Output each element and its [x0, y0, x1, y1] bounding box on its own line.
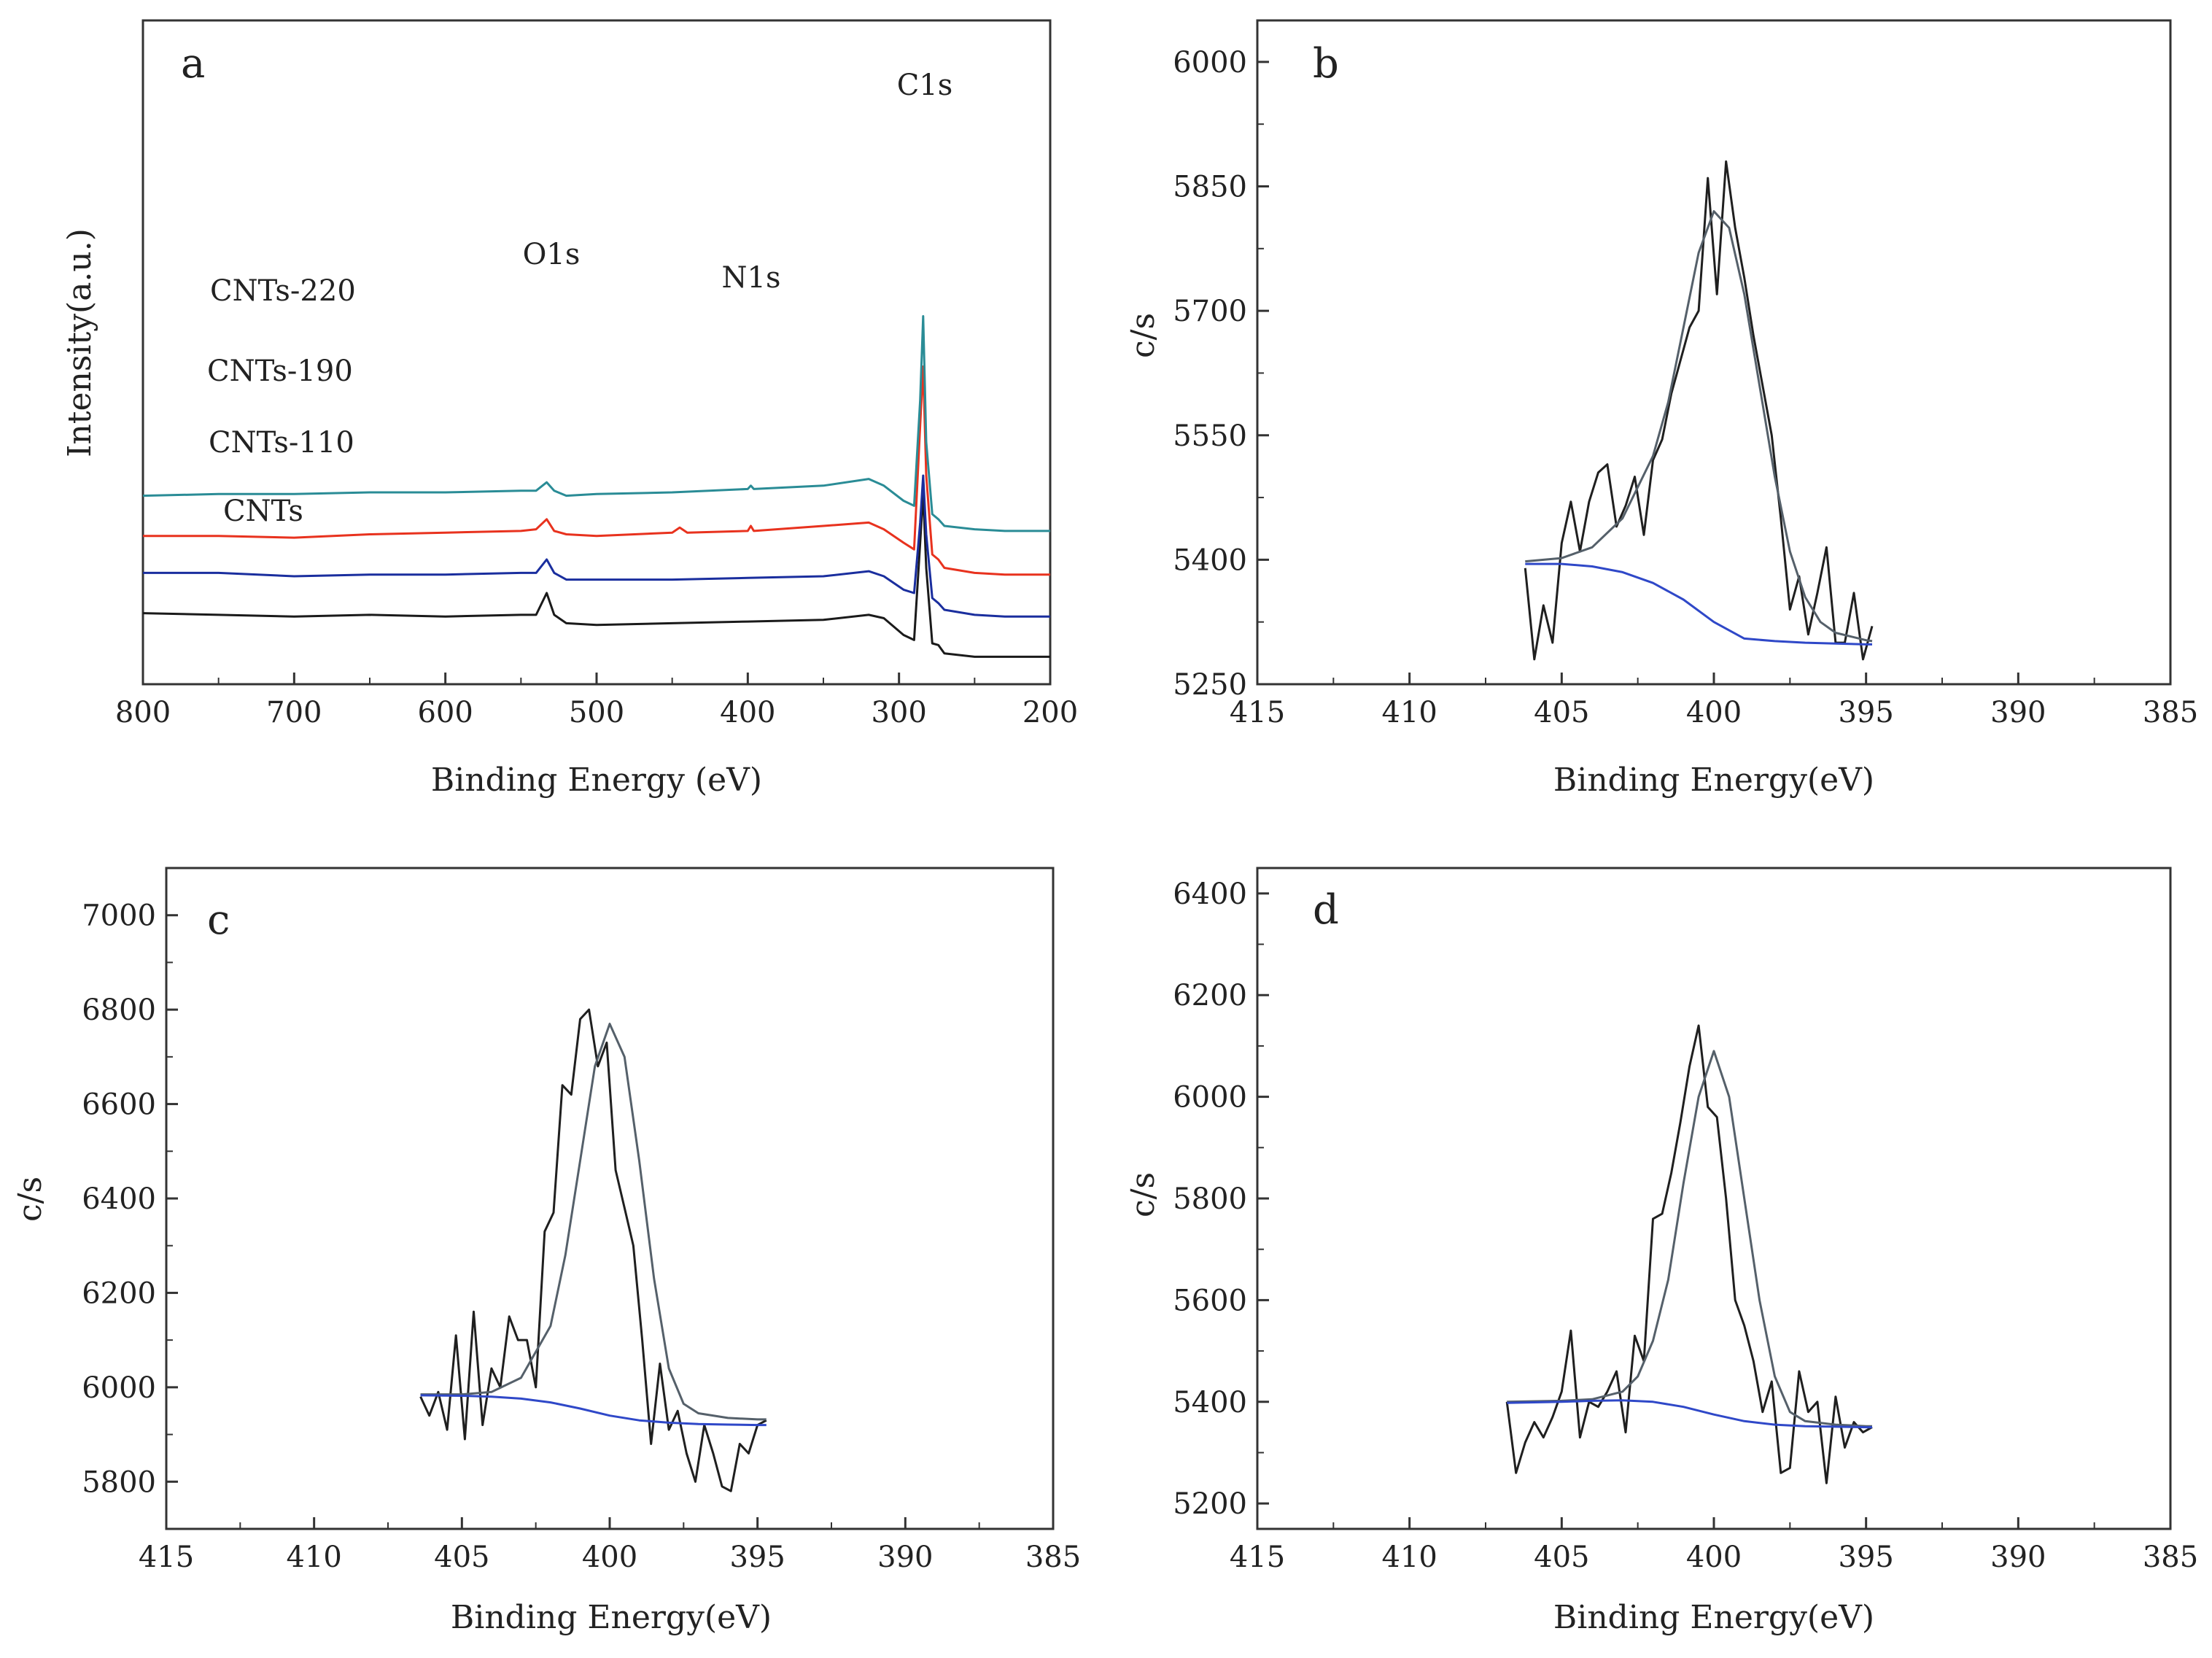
panel-b-x-tick-label-385: 385 [2143, 696, 2198, 729]
panel-a-x-tick-label-700: 700 [266, 696, 322, 729]
panel-d-series-raw [1505, 1024, 1873, 1484]
panel-c-y-tick-label-7000: 7000 [82, 899, 156, 933]
panel-d-y-tick-label-6000: 6000 [1173, 1081, 1247, 1115]
panel-b-x-tick-label-415: 415 [1230, 696, 1285, 729]
panel-d-axes: 415 410 405 400 395 390 385 5200 5400 5600 5800 600… [1173, 878, 2198, 1574]
panel-b-series-fit [1525, 210, 1873, 643]
panel-d-x-axis-title: Binding Energy(eV) [1553, 1599, 1874, 1636]
panel-c-series-group [419, 1008, 767, 1492]
panel-a: a 800 700 600 500 400 300 200 Binding Energy (… [61, 19, 1078, 799]
panel-b-x-tick-label-405: 405 [1534, 696, 1589, 729]
panel-c-axes: 415 410 405 400 395 390 385 5800 6000 6200 6400 660… [82, 899, 1081, 1574]
panel-a-series-cnts [142, 491, 1050, 658]
panel-a-series-cnts-190 [143, 365, 1050, 576]
panel-a-series-group [142, 315, 1050, 658]
panel-c-y-tick-label-6600: 6600 [82, 1088, 156, 1122]
panel-d-y-tick-label-5200: 5200 [1173, 1487, 1247, 1521]
panel-a-x-tick-label-300: 300 [871, 696, 926, 729]
panel-b-x-axis-title: Binding Energy(eV) [1553, 762, 1874, 799]
panel-d: d 415 410 405 400 395 390 385 5200 5400 5600 5800 6… [1125, 867, 2198, 1636]
panel-c-x-tick-label-390: 390 [877, 1541, 933, 1574]
panel-c-y-tick-label-5800: 5800 [82, 1465, 156, 1499]
panel-d-x-tick-label-410: 410 [1381, 1541, 1437, 1574]
panel-c-y-tick-label-6000: 6000 [82, 1371, 156, 1405]
panel-d-series-background [1507, 1399, 1872, 1429]
panel-d-series-group [1505, 1024, 1873, 1484]
series-label-cnts-220: CNTs-220 [210, 274, 356, 308]
panel-c-x-tick-label-395: 395 [729, 1541, 785, 1574]
panel-b-series-background [1525, 562, 1872, 646]
panel-b-y-tick-label-5700: 5700 [1173, 295, 1247, 328]
panel-b-x-tick-label-400: 400 [1686, 696, 1742, 729]
panel-c: c 415 410 405 400 395 390 385 5800 6000 6200 6400 6… [12, 867, 1081, 1636]
panel-c-x-tick-label-400: 400 [582, 1541, 637, 1574]
panel-d-y-axis-title: c/s [1125, 1172, 1162, 1217]
panel-c-y-axis-title: c/s [12, 1177, 49, 1222]
panel-d-series-fit [1507, 1050, 1872, 1427]
panel-a-series-cnts-220 [142, 315, 1050, 532]
panel-d-x-tick-label-390: 390 [1990, 1541, 2046, 1574]
series-label-cnts-190: CNTs-190 [207, 355, 353, 388]
panel-b-series-group [1524, 160, 1874, 661]
panel-c-x-tick-label-415: 415 [139, 1541, 194, 1574]
panel-b-y-tick-label-5400: 5400 [1173, 543, 1247, 577]
peak-label-c1s: C1s [897, 69, 953, 102]
series-label-cnts-110: CNTs-110 [209, 426, 354, 460]
panel-d-x-tick-label-385: 385 [2143, 1541, 2198, 1574]
panel-b-y-tick-label-6000: 6000 [1173, 46, 1247, 80]
panel-d-x-tick-label-405: 405 [1534, 1541, 1589, 1574]
panel-b-letter: b [1313, 40, 1339, 88]
panel-a-x-axis: 800 700 600 500 400 300 200 [115, 673, 1078, 729]
panel-c-x-tick-label-405: 405 [434, 1541, 489, 1574]
peak-label-o1s: O1s [523, 238, 581, 271]
panel-b-y-tick-label-5250: 5250 [1173, 668, 1247, 702]
panel-c-series-raw [419, 1008, 767, 1492]
panel-b: b 415 410 405 400 395 390 385 5250 5400 5550 5700 5… [1125, 19, 2198, 799]
panel-d-letter: d [1313, 886, 1339, 934]
panel-d-y-tick-label-5400: 5400 [1173, 1386, 1247, 1419]
panel-d-y-tick-label-6400: 6400 [1173, 878, 1247, 911]
panel-d-x-tick-label-400: 400 [1686, 1541, 1742, 1574]
panel-d-x-tick-label-395: 395 [1838, 1541, 1893, 1574]
panel-a-x-tick-label-400: 400 [720, 696, 775, 729]
panel-c-x-tick-label-410: 410 [286, 1541, 341, 1574]
panel-d-x-tick-label-415: 415 [1230, 1541, 1285, 1574]
panel-b-axes: 415 410 405 400 395 390 385 5250 5400 5550 5700 585… [1173, 46, 2198, 729]
panel-b-x-tick-label-395: 395 [1838, 696, 1893, 729]
panel-a-series-cnts-110 [143, 474, 1050, 618]
panel-c-y-tick-label-6400: 6400 [82, 1182, 156, 1216]
series-label-cnts: CNTs [223, 495, 303, 528]
panel-a-letter: a [181, 40, 205, 88]
panel-b-x-tick-label-390: 390 [1990, 696, 2046, 729]
panel-b-frame [1256, 19, 2172, 686]
panel-a-x-tick-label-200: 200 [1022, 696, 1078, 729]
panel-a-x-axis-title: Binding Energy (eV) [431, 762, 762, 799]
panel-b-series-raw [1524, 160, 1874, 661]
panel-c-y-tick-label-6200: 6200 [82, 1277, 156, 1310]
panel-a-x-tick-label-600: 600 [417, 696, 473, 729]
panel-a-x-tick-label-800: 800 [115, 696, 171, 729]
panel-d-y-tick-label-5800: 5800 [1173, 1182, 1247, 1216]
panel-b-y-axis-title: c/s [1125, 313, 1162, 358]
panel-c-y-tick-label-6800: 6800 [82, 993, 156, 1027]
panel-d-y-tick-label-6200: 6200 [1173, 979, 1247, 1012]
panel-d-y-tick-label-5600: 5600 [1173, 1284, 1247, 1317]
panel-d-frame [1256, 867, 2172, 1530]
panel-c-letter: c [207, 896, 230, 944]
panel-c-frame [165, 867, 1055, 1530]
peak-label-n1s: N1s [722, 261, 781, 295]
panel-b-x-tick-label-410: 410 [1381, 696, 1437, 729]
panel-b-y-tick-label-5850: 5850 [1173, 171, 1247, 204]
panel-c-x-axis-title: Binding Energy(eV) [451, 1599, 772, 1636]
panel-c-series-background [420, 1394, 767, 1427]
panel-a-x-tick-label-500: 500 [569, 696, 624, 729]
panel-c-x-tick-label-385: 385 [1025, 1541, 1081, 1574]
panel-a-y-axis-title: Intensity(a.u.) [61, 228, 98, 457]
panel-b-y-tick-label-5550: 5550 [1173, 419, 1247, 453]
panel-c-series-fit [420, 1023, 767, 1421]
